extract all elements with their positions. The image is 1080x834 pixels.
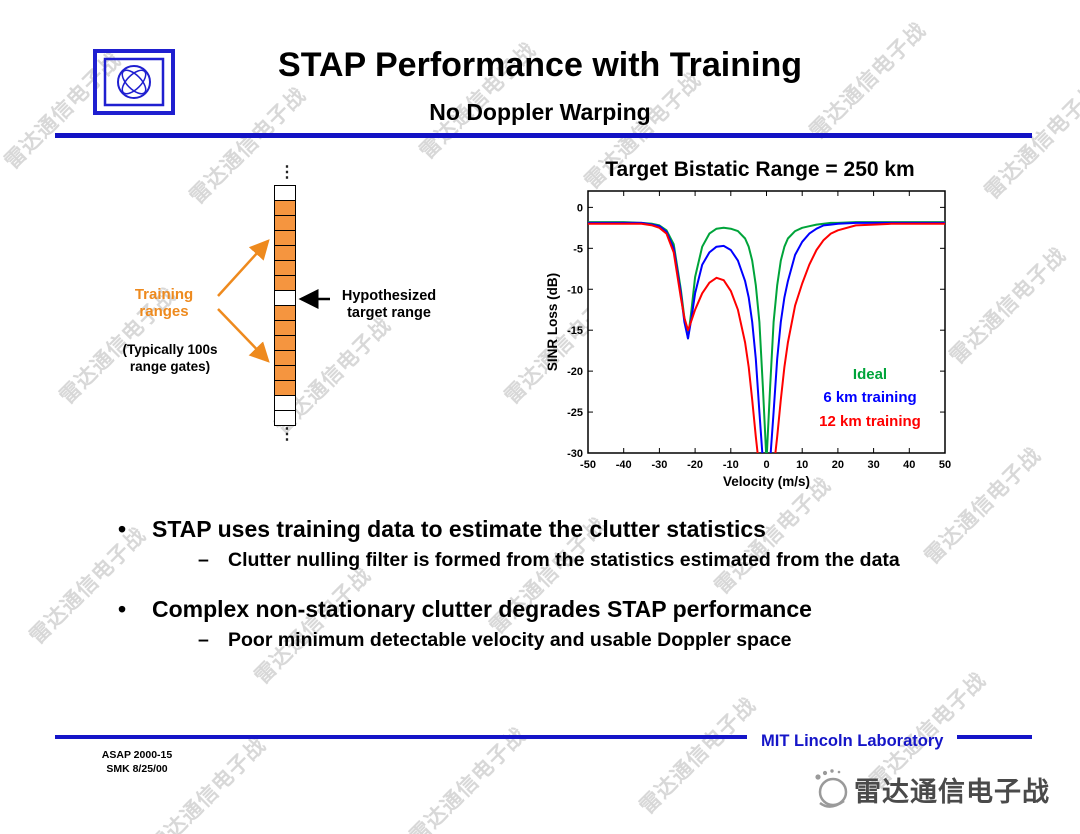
bullet-icon: • [118, 596, 127, 623]
range-gate-cell [274, 410, 296, 426]
brand-text: 雷达通信电子战 [854, 776, 1050, 808]
x-axis-label: Velocity (m/s) [723, 474, 810, 489]
range-gate-cell [274, 395, 296, 411]
y-tick-label: -30 [567, 448, 583, 460]
lincoln-lab-logo [93, 49, 175, 115]
training-range-cell [274, 245, 296, 261]
training-range-cell [274, 275, 296, 291]
slide-subtitle: No Doppler Warping [429, 99, 651, 125]
x-tick-label: 50 [939, 459, 951, 471]
training-range-cell [274, 200, 296, 216]
bullet-text: STAP uses training data to estimate the … [152, 516, 766, 542]
y-tick-label: -25 [567, 407, 583, 419]
y-tick-label: -20 [567, 366, 583, 378]
bullet-item: • Complex non-stationary clutter degrade… [118, 595, 998, 624]
x-tick-label: 10 [796, 459, 808, 471]
legend-item: 6 km training [823, 389, 917, 407]
range-gate-cell [274, 185, 296, 201]
training-range-cell [274, 230, 296, 246]
y-axis-label: SINR Loss (dB) [545, 273, 560, 371]
title-divider [55, 133, 1032, 138]
training-ranges-label: Training ranges [134, 286, 194, 321]
channel-brand: 雷达通信电子战 [810, 766, 1050, 812]
sub-bullet-text: Clutter nulling filter is formed from th… [228, 548, 900, 571]
sub-bullet-text: Poor minimum detectable velocity and usa… [228, 628, 792, 651]
x-tick-label: -30 [651, 459, 667, 471]
training-range-cell [274, 350, 296, 366]
sub-bullet-item: – Clutter nulling filter is formed from … [198, 548, 998, 573]
training-range-cell [274, 260, 296, 276]
training-range-cell [274, 365, 296, 381]
x-tick-label: -10 [723, 459, 739, 471]
range-gate-column [274, 185, 296, 426]
x-tick-label: 40 [903, 459, 915, 471]
range-gate-cell [274, 290, 296, 306]
y-tick-label: -15 [567, 325, 583, 337]
training-arrow-upper [217, 239, 270, 297]
ellipsis-bottom: ⋮ [279, 426, 295, 443]
training-range-cell [274, 335, 296, 351]
chart-legend: Ideal 6 km training 12 km training [800, 363, 940, 433]
training-range-cell [274, 305, 296, 321]
bullet-list: • STAP uses training data to estimate th… [118, 515, 998, 675]
training-range-cell [274, 380, 296, 396]
x-tick-label: 30 [867, 459, 879, 471]
footer-line-left [55, 734, 747, 739]
y-tick-label: -5 [573, 243, 583, 255]
footer-line-right [957, 734, 1032, 739]
slide-title: STAP Performance with Training [278, 46, 802, 84]
x-tick-label: 20 [832, 459, 844, 471]
ellipsis-top: ⋮ [279, 164, 295, 181]
brand-logo-icon [815, 769, 848, 808]
training-range-cell [274, 215, 296, 231]
footer-rule: MIT Lincoln Laboratory [55, 727, 1032, 750]
bullet-text: Complex non-stationary clutter degrades … [152, 596, 812, 623]
range-gates-note: (Typically 100s range gates) [122, 342, 218, 374]
footer-credit: ASAP 2000-15 SMK 8/25/00 [101, 749, 173, 775]
training-range-cell [274, 320, 296, 336]
x-tick-label: -20 [687, 459, 703, 471]
footer-organization: MIT Lincoln Laboratory [761, 732, 944, 750]
bullet-icon: • [118, 516, 127, 542]
dash-icon: – [198, 548, 209, 571]
x-tick-label: 0 [763, 459, 769, 471]
sinr-chart-plot: -50 -40 -30 -20 -10 0 10 20 30 40 50 0 -5 -10 -15 -20 -2… [545, 190, 951, 489]
bullet-item: • STAP uses training data to estimate th… [118, 515, 998, 544]
dash-icon: – [198, 628, 209, 651]
sinr-chart: Target Bistatic Range = 250 km -50 -40 -30… [545, 158, 975, 503]
legend-item: 12 km training [819, 412, 921, 430]
x-tick-label: -50 [580, 459, 596, 471]
sub-bullet-item: – Poor minimum detectable velocity and u… [198, 628, 998, 653]
chart-title: Target Bistatic Range = 250 km [605, 158, 915, 181]
watermark-text: 雷达通信电子战 [634, 692, 761, 819]
x-tick-label: -40 [616, 459, 632, 471]
hypothesized-target-label: Hypothesized target range [341, 288, 437, 321]
y-tick-label: 0 [577, 202, 583, 214]
series-line-12-km-training [588, 222, 945, 453]
watermark-text: 雷达通信电子战 [979, 77, 1080, 204]
legend-item: Ideal [852, 366, 888, 383]
y-tick-label: -10 [567, 284, 583, 296]
